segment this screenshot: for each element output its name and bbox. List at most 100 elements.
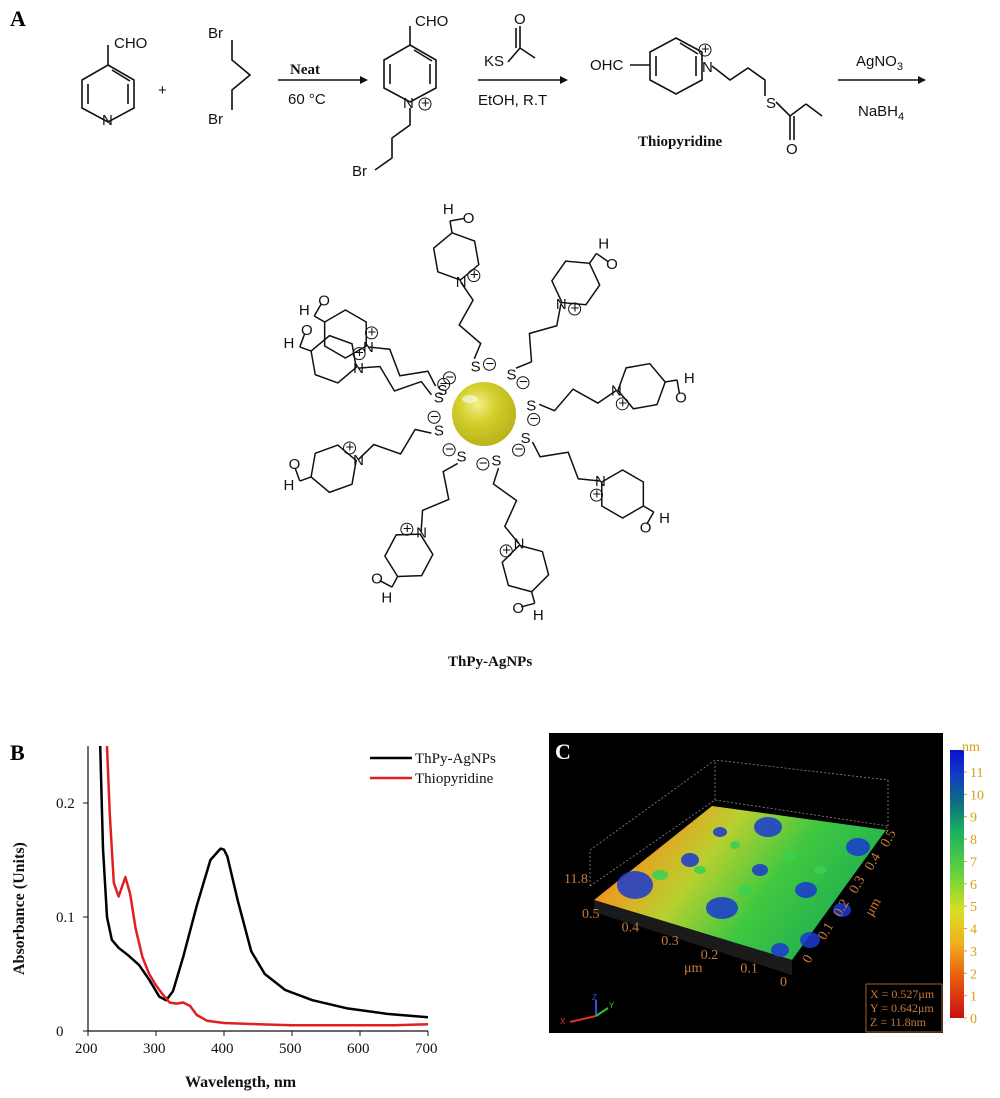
ligand-aldehyde-o: O [371,571,383,588]
reactant2-br-bottom: Br [208,111,223,128]
afm-x-tick-label: 0.1 [740,961,758,976]
afm-surface-peak [795,882,817,898]
ligand-aldehyde-o: O [675,390,687,407]
afm-x-tick-label: 0.3 [661,934,679,949]
ligand-thiolate-charge-circle [512,443,526,457]
product-aldehyde-label: OHC [590,57,624,74]
afm-surface-feature [652,870,668,880]
step2-reagent-ks: KS [484,53,504,70]
ligand-pyridinium-charge-circle [364,326,378,340]
afm-colorbar-tick-label: 2 [970,967,977,982]
afm-surface-peak [771,943,789,957]
ligand-pyridinium-charge-circle [590,488,604,502]
ligand-aldehyde-h: H [598,236,609,253]
afm-triad-y: Y [609,1001,615,1010]
ligand-aldehyde-h: H [381,590,392,607]
ligand-aldehyde-o: O [301,322,313,339]
ligand-aldehyde-h: H [533,607,544,624]
y-tick-label: 0.2 [56,796,75,812]
afm-colorbar [950,750,964,1018]
step1-condition-temp: 60 °C [288,91,326,108]
ligand-pyridinium-charge-circle [568,302,582,316]
ligand-pyridinium-n: N [363,339,374,356]
step2-condition: EtOH, R.T [478,92,547,109]
nanoparticle-name: ThPy-AgNPs [448,654,532,670]
afm-coordinate-readout: X = 0.527μm Y = 0.642μm Z = 11.8nm [865,983,943,1033]
y-tick-label: 0 [56,1024,64,1040]
afm-surface [594,806,886,960]
ligand-sulfur: S [507,367,517,384]
afm-triad-z: Z [592,993,597,1002]
ligand-thiolate-charge: − [445,441,454,458]
x-tick-label: 600 [347,1041,370,1057]
ligand-thiolate-charge: − [440,375,449,392]
afm-x-tick-label: 0.2 [701,948,719,963]
ligand-aldehyde-h: H [443,201,454,218]
ligand-aldehyde-o: O [512,600,524,617]
afm-surface-peak [754,817,782,837]
plus-sign: + [158,82,167,99]
ligand-pyridinium-n: N [416,524,427,541]
ligand-pyridinium-n: N [353,360,364,377]
afm-topography-features [617,817,870,957]
ligand-pyridinium-charge: + [470,267,479,284]
ligand-sulfur: S [471,359,481,376]
ligand-sulfur: S [456,448,466,465]
ligand-aldehyde-h: H [659,510,670,527]
ligand-pyridinium-charge: + [502,542,511,559]
afm-surface-feature [814,866,826,874]
afm-axis-triad: X Z Y [560,993,615,1026]
ligand-sulfur: S [434,390,444,407]
ligand-aldehyde-o: O [640,520,652,537]
ligand-pyridinium-n: N [353,452,364,469]
ligand-thiolate-charge-circle [427,410,441,424]
afm-x-tick-label: 0.5 [582,907,600,922]
intermediate-pyridinium-n: N [403,95,414,112]
ligand-thiolate-charge-circle [516,376,530,390]
y-axis-title: Absorbance (Units) [11,842,28,975]
reaction-scheme [81,26,926,171]
afm-surface-edge [594,900,792,975]
ligand-thiolate-charge: − [479,455,488,472]
ligand-thiolate-charge: − [530,410,539,427]
nanoparticle-highlight [462,395,478,403]
ligand-aldehyde-h: H [684,370,695,387]
intermediate-aldehyde-label: CHO [415,13,448,30]
afm-x-tick-label: 0 [780,975,787,990]
ligand-pyridinium-charge: + [367,324,376,341]
ligand-thiolate-charge-circle [527,412,541,426]
panel-label-b: B [10,740,25,765]
ligand-thiolate-charge-circle [482,357,496,371]
step3-reagent-agno3: AgNO3 [856,53,903,73]
ligand-pyridinium-n: N [514,535,525,552]
series-line-thiopyridine [105,745,429,1027]
ligand-pyridinium-charge: + [618,395,627,412]
afm-surface-feature [694,866,706,874]
afm-colorbar-tick-label: 0 [970,1012,977,1027]
ligand-pyridinium-n: N [611,383,622,400]
x-axis-title: Wavelength, nm [185,1074,297,1091]
afm-surface-peak [617,871,653,899]
afm-colorbar-tick-label: 1 [970,990,977,1005]
x-tick-label: 200 [75,1041,98,1057]
afm-surface-peak [800,932,820,948]
ligand-pyridinium-charge: + [593,486,602,503]
reactant1-aldehyde-label: CHO [114,35,147,52]
reactant-dibromopropane [231,40,252,110]
afm-surface-peak [846,838,870,856]
legend-label-thpy-agnps: ThPy-AgNPs [415,751,496,767]
product-charge-circle [698,43,712,57]
afm-triad-x: X [560,1017,566,1026]
afm-surface-feature [730,841,740,849]
ligand-thiolate-charge-circle [437,377,451,391]
afm-info-x: X = 0.527μm [870,987,935,1001]
ligand-thiolate-charge: − [485,355,494,372]
afm-colorbar-tick-label: 5 [970,900,977,915]
step3-reagent-nabh4: NaBH4 [858,103,904,123]
silver-nanoparticle [452,382,516,446]
afm-surface-feature [784,852,796,860]
series-line-thpy-agnps [98,745,429,1019]
afm-colorbar-tick-label: 6 [970,878,977,893]
ligand-thiolate-charge-circle [442,443,456,457]
x-tick-label: 500 [279,1041,302,1057]
